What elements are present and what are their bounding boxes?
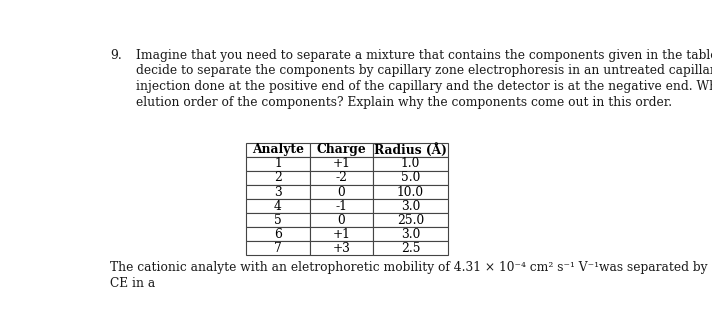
Text: 9.: 9. [110,49,122,62]
Bar [310,171,373,185]
Text: +1: +1 [333,227,350,241]
Bar [246,241,310,255]
Text: 6: 6 [274,227,282,241]
Bar [310,185,373,199]
Text: elution order of the components? Explain why the components come out in this ord: elution order of the components? Explain… [136,96,672,109]
Text: -2: -2 [335,171,347,184]
Bar [310,213,373,227]
Text: CE in a: CE in a [110,277,155,290]
Text: 2: 2 [274,171,282,184]
Bar [246,199,310,213]
Text: 1.0: 1.0 [401,158,420,170]
Bar [246,171,310,185]
Text: 1: 1 [274,158,282,170]
Text: 2.5: 2.5 [401,242,420,255]
Bar [246,157,310,171]
Bar [246,143,310,157]
Text: +3: +3 [333,242,350,255]
Text: 5.0: 5.0 [401,171,420,184]
Text: +1: +1 [333,158,350,170]
Bar [246,213,310,227]
Text: 25.0: 25.0 [397,213,424,226]
Bar [310,143,373,157]
Text: -1: -1 [335,200,347,213]
Bar [310,157,373,171]
Text: 10.0: 10.0 [397,185,424,199]
Text: 3: 3 [274,185,282,199]
Text: 3.0: 3.0 [401,227,420,241]
Bar [246,227,310,241]
Text: 0: 0 [337,213,345,226]
Bar [373,143,448,157]
Bar [310,241,373,255]
Bar [310,227,373,241]
Bar [373,227,448,241]
Text: Imagine that you need to separate a mixture that contains the components given i: Imagine that you need to separate a mixt… [136,49,712,62]
Text: injection done at the positive end of the capillary and the detector is at the n: injection done at the positive end of th… [136,80,712,93]
Text: Analyte: Analyte [252,143,304,157]
Bar [373,185,448,199]
Bar [373,213,448,227]
Text: decide to separate the components by capillary zone electrophoresis in an untrea: decide to separate the components by cap… [136,65,712,77]
Text: 0: 0 [337,185,345,199]
Text: Radius (Å): Radius (Å) [374,143,447,157]
Bar [373,241,448,255]
Text: Charge: Charge [317,143,366,157]
Bar [310,199,373,213]
Bar [373,157,448,171]
Text: 5: 5 [274,213,282,226]
Bar [246,185,310,199]
Text: The cationic analyte with an eletrophoretic mobility of 4.31 × 10⁻⁴ cm² s⁻¹ V⁻¹w: The cationic analyte with an eletrophore… [110,261,708,274]
Text: 3.0: 3.0 [401,200,420,213]
Text: 7: 7 [274,242,282,255]
Bar [373,171,448,185]
Bar [373,199,448,213]
Text: 4: 4 [274,200,282,213]
